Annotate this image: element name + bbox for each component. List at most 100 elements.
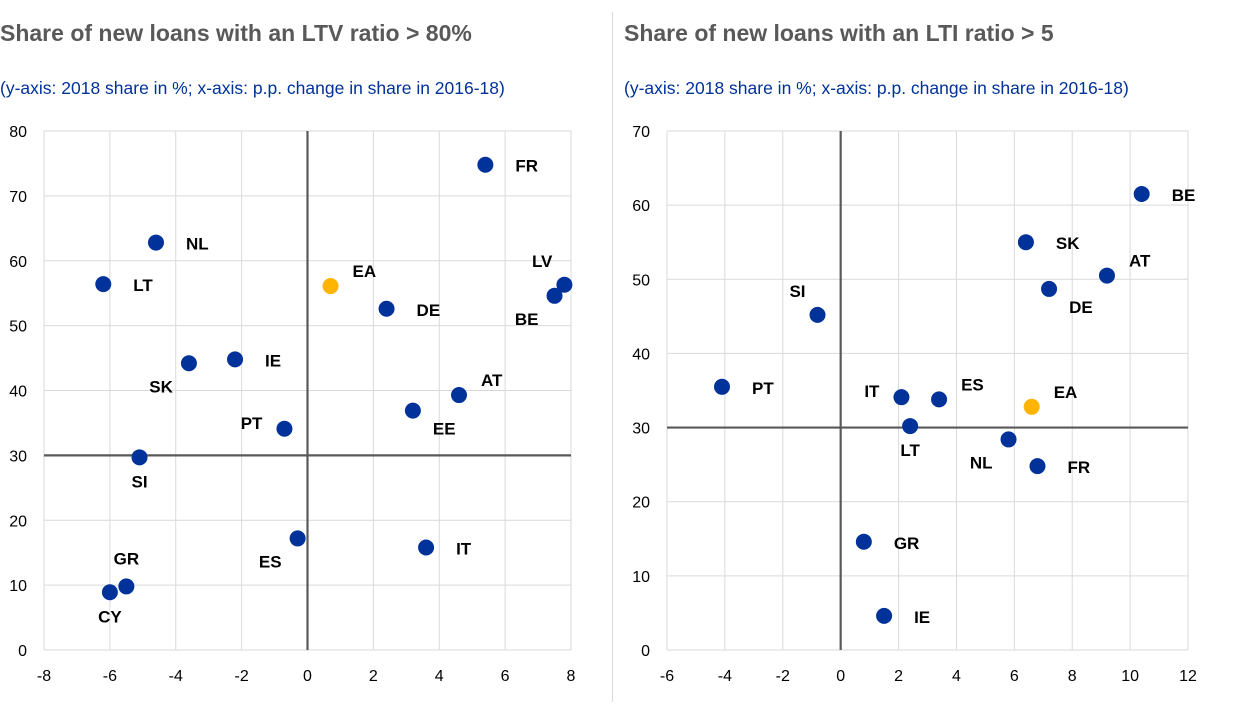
point-label-lv: LV [532, 252, 553, 271]
point-label-it: IT [456, 539, 472, 558]
x-tick-label: 2 [369, 668, 378, 685]
y-tick-label: 0 [18, 643, 27, 660]
y-tick-label: 0 [641, 643, 650, 660]
panel-divider [612, 12, 613, 702]
data-point-sk [1017, 234, 1034, 251]
y-tick-label: 70 [632, 124, 650, 141]
data-point-pt [713, 378, 730, 395]
y-tick-label: 40 [632, 346, 650, 363]
data-point-ie [227, 351, 244, 368]
point-label-ie: IE [914, 608, 930, 627]
x-tick-label: -2 [776, 668, 790, 685]
data-point-si [131, 449, 148, 466]
point-label-pt: PT [241, 414, 263, 433]
point-label-pt: PT [752, 379, 774, 398]
data-point-nl [1000, 431, 1017, 448]
point-label-si: SI [789, 282, 805, 301]
x-tick-label: 6 [501, 668, 510, 685]
data-point-cy [101, 584, 118, 601]
ltv-chart-title: Share of new loans with an LTV ratio > 8… [0, 20, 472, 46]
point-label-gr: GR [894, 534, 920, 553]
point-label-at: AT [1129, 252, 1151, 271]
data-point-es [289, 530, 306, 547]
data-point-sk [180, 355, 197, 372]
data-point-gr [118, 578, 135, 595]
data-point-it [418, 539, 435, 556]
data-point-es [931, 391, 948, 408]
point-label-fr: FR [1067, 458, 1090, 477]
point-label-at: AT [481, 371, 503, 390]
point-label-sk: SK [1056, 234, 1080, 253]
y-tick-label: 10 [9, 578, 27, 595]
x-tick-label: 8 [1068, 668, 1077, 685]
y-tick-label: 30 [9, 448, 27, 465]
data-point-at [451, 387, 468, 404]
data-point-be [1133, 186, 1150, 203]
point-label-ie: IE [265, 351, 281, 370]
y-tick-label: 50 [632, 272, 650, 289]
point-label-ea: EA [353, 262, 377, 281]
data-point-lt [95, 276, 112, 293]
ltv-chart-panel: Share of new loans with an LTV ratio > 8… [0, 0, 612, 709]
x-tick-label: 10 [1121, 668, 1139, 685]
point-label-de: DE [1069, 298, 1093, 317]
data-point-ie [876, 607, 893, 624]
x-tick-label: -4 [169, 668, 183, 685]
x-tick-label: 12 [1179, 668, 1197, 685]
point-label-fr: FR [515, 157, 538, 176]
y-tick-label: 80 [9, 124, 27, 141]
data-point-fr [1029, 458, 1046, 475]
lti-chart-subtitle: (y-axis: 2018 share in %; x-axis: p.p. c… [624, 78, 1129, 98]
data-point-lv [556, 276, 573, 293]
x-tick-label: -6 [103, 668, 117, 685]
point-label-si: SI [131, 472, 147, 491]
point-label-nl: NL [186, 235, 209, 254]
lti-chart-panel: Share of new loans with an LTI ratio > 5… [612, 0, 1240, 709]
lti-chart-title: Share of new loans with an LTI ratio > 5 [624, 20, 1054, 46]
y-tick-label: 60 [9, 254, 27, 271]
x-tick-label: 8 [567, 668, 576, 685]
y-tick-label: 10 [632, 569, 650, 586]
data-point-pt [276, 420, 293, 437]
y-tick-label: 20 [9, 513, 27, 530]
point-label-lt: LT [133, 276, 153, 295]
point-label-ea: EA [1054, 383, 1078, 402]
x-tick-label: 0 [303, 668, 312, 685]
point-label-be: BE [515, 310, 539, 329]
lti-scatter-plot: 0 10 20 30 40 50 60 70 -6 -4 -2 0 2 4 6 8 10 12 BE SK AT DE SI… [632, 124, 1197, 685]
data-point-at [1098, 267, 1115, 284]
y-tick-label: 60 [632, 198, 650, 215]
point-label-de: DE [417, 301, 441, 320]
x-tick-label: 6 [1010, 668, 1019, 685]
data-point-de [378, 300, 395, 317]
y-tick-label: 50 [9, 319, 27, 336]
data-point-de [1041, 280, 1058, 297]
x-tick-label: -6 [660, 668, 674, 685]
x-tick-label: -8 [37, 668, 51, 685]
data-point-ee [404, 402, 421, 419]
data-point-si [809, 306, 826, 323]
x-tick-label: 0 [836, 668, 845, 685]
point-label-cy: CY [98, 607, 122, 626]
data-point-it [893, 389, 910, 406]
y-tick-label: 70 [9, 189, 27, 206]
data-point-gr [855, 533, 872, 550]
data-point-ea [1023, 398, 1040, 415]
ltv-chart-subtitle: (y-axis: 2018 share in %; x-axis: p.p. c… [0, 78, 505, 98]
ltv-scatter-plot: 0 10 20 30 40 50 60 70 80 -8 -6 -4 -2 0 2 4 6 8 FR NL LT EA LV… [9, 124, 576, 685]
point-label-it: IT [864, 382, 880, 401]
point-label-lt: LT [900, 441, 920, 460]
data-point-be [546, 287, 563, 304]
x-tick-label: -2 [235, 668, 249, 685]
point-label-gr: GR [114, 549, 140, 568]
x-tick-label: 4 [952, 668, 961, 685]
data-point-ea [322, 278, 339, 295]
x-tick-label: -4 [718, 668, 732, 685]
y-tick-label: 30 [632, 421, 650, 438]
x-tick-label: 4 [435, 668, 444, 685]
y-tick-label: 20 [632, 495, 650, 512]
point-label-sk: SK [149, 377, 173, 396]
point-label-ee: EE [433, 420, 456, 439]
data-point-nl [147, 234, 164, 251]
point-label-es: ES [961, 375, 984, 394]
